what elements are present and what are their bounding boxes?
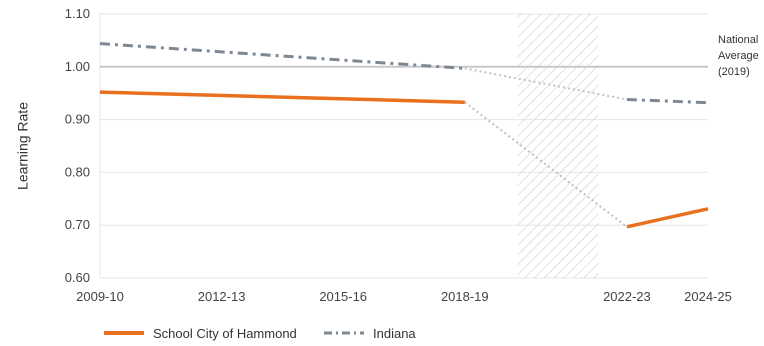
x-tick-label: 2018-19: [441, 289, 489, 304]
y-tick-label: 1.00: [65, 59, 90, 74]
x-tick-label: 2015-16: [319, 289, 367, 304]
series-layer: [99, 42, 709, 229]
gridlines: [99, 13, 708, 279]
legend-label-indiana: Indiana: [373, 326, 416, 341]
reference-line-label-line: (2019): [718, 66, 750, 78]
legend: School City of Hammond Indiana: [104, 326, 416, 341]
series-line-hammond-solid: [626, 207, 709, 229]
reference-line-label: National Average (2019): [718, 34, 759, 78]
y-tick-label: 0.70: [65, 217, 90, 232]
y-axis-label: Learning Rate: [15, 102, 31, 190]
y-tick-label: 0.80: [65, 164, 90, 179]
shaded-region-layer: [517, 14, 599, 278]
x-tick-label: 2022-23: [603, 289, 651, 304]
legend-label-hammond: School City of Hammond: [153, 326, 297, 341]
x-tick-labels: 2009-10 2012-13 2015-16 2018-19 2022-23 2024-…: [76, 289, 732, 304]
shaded-region: [517, 14, 599, 278]
y-tick-labels: 0.60 0.70 0.80 0.90 1.00 1.10: [65, 6, 90, 285]
y-tick-label: 0.60: [65, 270, 90, 285]
x-tick-label: 2009-10: [76, 289, 124, 304]
series-line-indiana-dashed: [626, 98, 709, 105]
series-line-hammond-solid: [99, 90, 465, 104]
y-tick-label: 0.90: [65, 112, 90, 127]
series-line-hammond-dotted: [464, 101, 628, 228]
series-line-indiana-dashed: [99, 42, 465, 70]
x-tick-label: 2024-25: [684, 289, 732, 304]
y-tick-label: 1.10: [65, 6, 90, 21]
reference-line-label-line: National: [718, 34, 758, 46]
reference-line-label-line: Average: [718, 50, 759, 62]
x-tick-label: 2012-13: [198, 289, 246, 304]
